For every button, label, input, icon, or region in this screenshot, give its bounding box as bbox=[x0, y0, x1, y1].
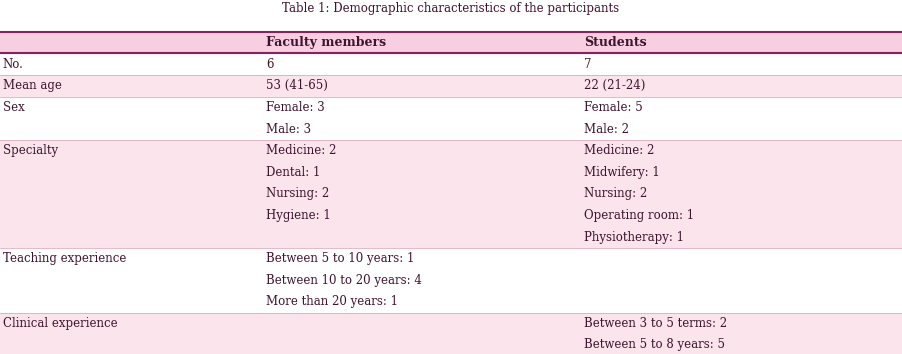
Text: Operating room: 1: Operating room: 1 bbox=[584, 209, 695, 222]
Bar bbox=[0, 269, 902, 291]
Text: Faculty members: Faculty members bbox=[266, 36, 386, 49]
Bar bbox=[0, 118, 902, 140]
Text: Female: 5: Female: 5 bbox=[584, 101, 643, 114]
Text: More than 20 years: 1: More than 20 years: 1 bbox=[266, 295, 398, 308]
Text: Between 10 to 20 years: 4: Between 10 to 20 years: 4 bbox=[266, 274, 422, 287]
Text: Table 1: Demographic characteristics of the participants: Table 1: Demographic characteristics of … bbox=[282, 2, 620, 15]
Text: Students: Students bbox=[584, 36, 647, 49]
Text: 22 (21-24): 22 (21-24) bbox=[584, 79, 646, 92]
Bar bbox=[0, 97, 902, 118]
Bar bbox=[0, 291, 902, 313]
Text: Dental: 1: Dental: 1 bbox=[266, 166, 320, 179]
Text: Nursing: 2: Nursing: 2 bbox=[584, 187, 648, 200]
Text: Nursing: 2: Nursing: 2 bbox=[266, 187, 329, 200]
Bar bbox=[0, 313, 902, 334]
Text: 53 (41-65): 53 (41-65) bbox=[266, 79, 328, 92]
Text: Hygiene: 1: Hygiene: 1 bbox=[266, 209, 331, 222]
Bar bbox=[0, 334, 902, 354]
Text: Sex: Sex bbox=[3, 101, 24, 114]
Text: Clinical experience: Clinical experience bbox=[3, 317, 117, 330]
Text: Teaching experience: Teaching experience bbox=[3, 252, 126, 265]
Text: Specialty: Specialty bbox=[3, 144, 58, 157]
Bar bbox=[0, 140, 902, 161]
Bar bbox=[0, 226, 902, 248]
Text: Between 3 to 5 terms: 2: Between 3 to 5 terms: 2 bbox=[584, 317, 728, 330]
Text: 6: 6 bbox=[266, 58, 273, 71]
Text: Female: 3: Female: 3 bbox=[266, 101, 325, 114]
Text: Mean age: Mean age bbox=[3, 79, 61, 92]
Text: Between 5 to 10 years: 1: Between 5 to 10 years: 1 bbox=[266, 252, 414, 265]
Text: Medicine: 2: Medicine: 2 bbox=[266, 144, 336, 157]
Bar bbox=[0, 248, 902, 269]
Bar bbox=[0, 75, 902, 97]
Bar bbox=[0, 53, 902, 75]
Text: No.: No. bbox=[3, 58, 23, 71]
Text: Male: 2: Male: 2 bbox=[584, 122, 630, 136]
Text: Midwifery: 1: Midwifery: 1 bbox=[584, 166, 660, 179]
Text: Medicine: 2: Medicine: 2 bbox=[584, 144, 655, 157]
Bar bbox=[0, 183, 902, 205]
Bar bbox=[0, 32, 902, 53]
Bar bbox=[0, 161, 902, 183]
Text: 7: 7 bbox=[584, 58, 592, 71]
Text: Male: 3: Male: 3 bbox=[266, 122, 311, 136]
Bar bbox=[0, 205, 902, 226]
Text: Between 5 to 8 years: 5: Between 5 to 8 years: 5 bbox=[584, 338, 725, 352]
Text: Physiotherapy: 1: Physiotherapy: 1 bbox=[584, 230, 685, 244]
